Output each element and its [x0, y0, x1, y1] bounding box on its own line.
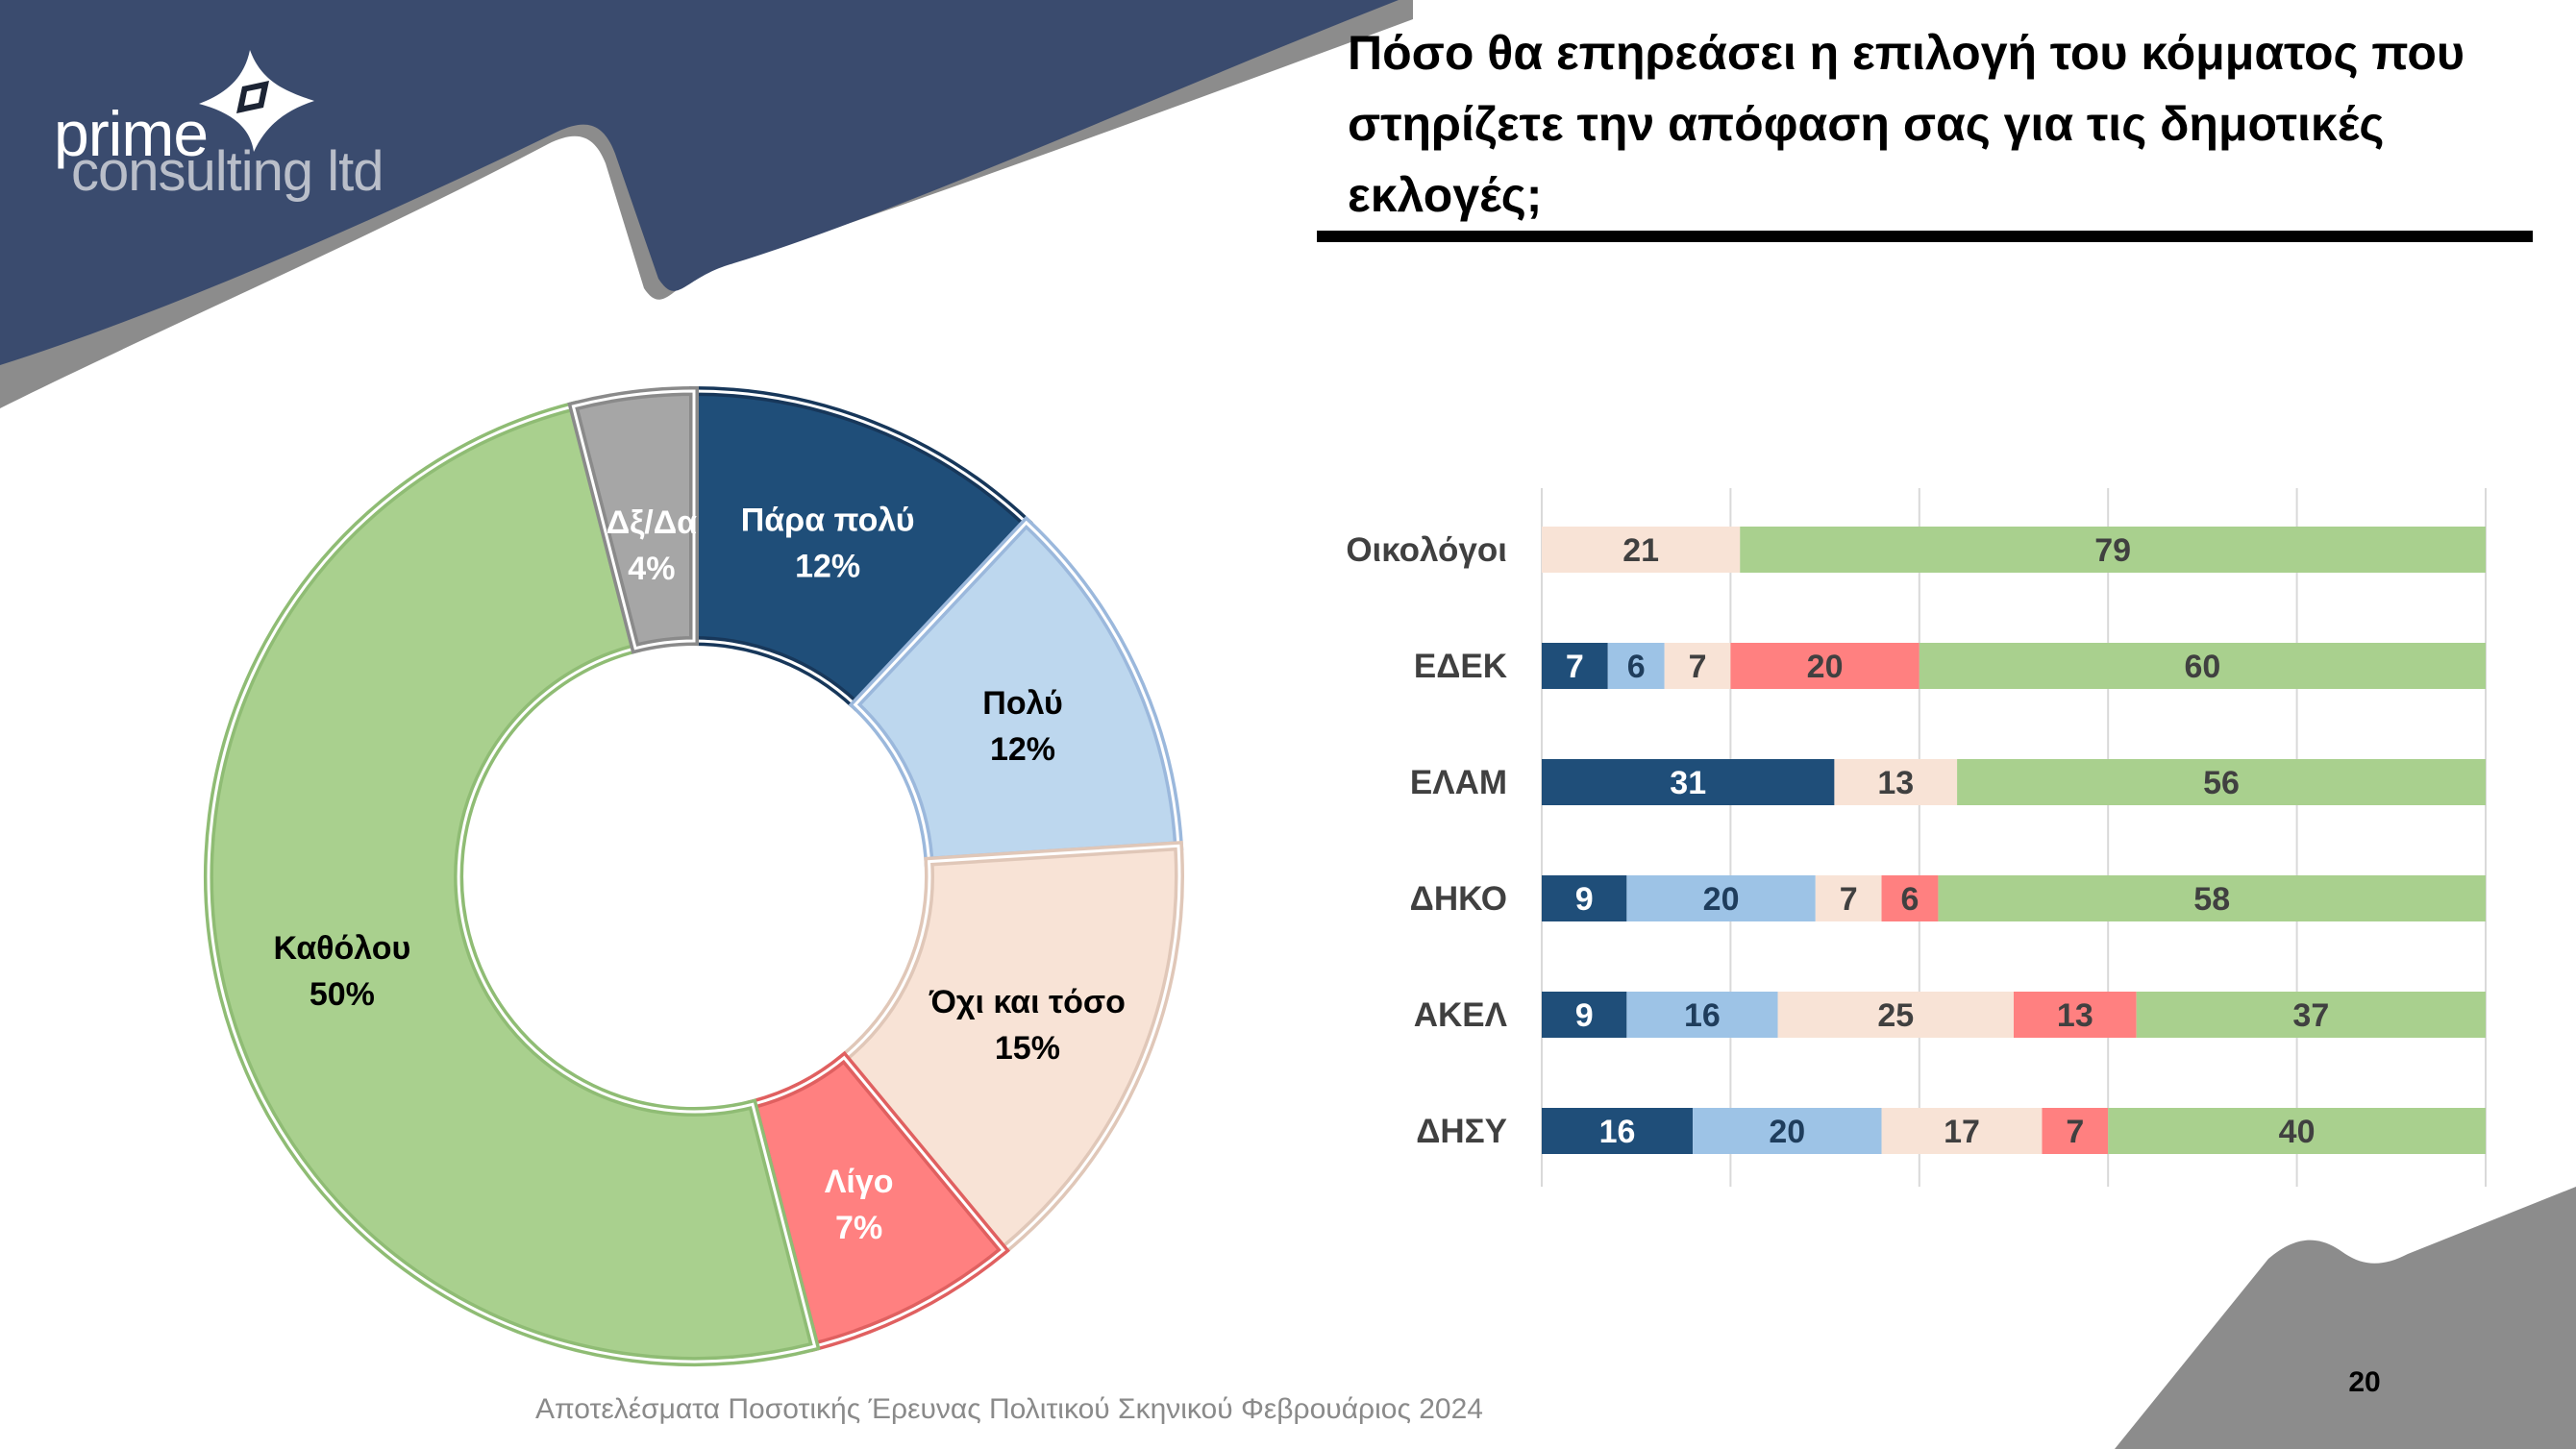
bar-value-label-r3-s3: 13: [1877, 765, 1914, 801]
bar-segment-r5-s3: [1777, 992, 2014, 1038]
bar-segment-r3-s1: [1542, 759, 1835, 805]
footer-gray-shape: [2115, 1187, 2576, 1449]
donut-slice-value-5: 50%: [310, 976, 375, 1013]
donut-slice-label-6: Δξ/Δα: [607, 504, 697, 541]
bar-segment-r1-s5: [1740, 527, 2486, 573]
donut-slice-value-1: 12%: [795, 549, 860, 585]
bar-segment-r6-s4: [2042, 1108, 2109, 1154]
category-label-6: ΔΗΣΥ: [1416, 1113, 1507, 1150]
bar-value-label-r4-s3: 7: [1840, 881, 1858, 918]
bar-value-label-r2-s1: 7: [1566, 649, 1584, 685]
title-underline: [1317, 231, 2533, 242]
bar-value-label-r6-s3: 17: [1944, 1114, 1980, 1150]
bar-segment-r2-s1: [1542, 643, 1608, 689]
bar-value-label-r6-s4: 7: [2066, 1114, 2084, 1150]
bar-segment-r6-s5: [2108, 1108, 2486, 1154]
bar-segment-r4-s1: [1542, 875, 1627, 921]
logo-star-icon: [199, 50, 314, 152]
category-label-3: ΕΛΑΜ: [1410, 764, 1507, 801]
bar-segment-r2-s5: [1919, 643, 2486, 689]
donut-slice-value-4: 7%: [835, 1210, 882, 1246]
logo-text-consulting: consulting ltd: [71, 140, 384, 203]
bar-value-label-r5-s4: 13: [2057, 997, 2093, 1034]
bar-segment-r4-s5: [1938, 875, 2486, 921]
bar-segment-r5-s5: [2136, 992, 2486, 1038]
bar-value-label-r2-s4: 20: [1807, 649, 1844, 685]
bar-value-label-r5-s5: 37: [2292, 997, 2329, 1034]
bar-segment-r5-s1: [1542, 992, 1627, 1038]
donut-slice-value-3: 15%: [995, 1030, 1060, 1067]
page-title: Πόσο θα επηρεάσει η επιλογή του κόμματος…: [1348, 26, 2465, 222]
category-label-4: ΔΗΚΟ: [1410, 880, 1507, 918]
logo-text-prime: prime: [54, 98, 209, 169]
donut-slice-label-5: Καθόλου: [273, 930, 410, 967]
bar-segment-r2-s3: [1664, 643, 1731, 689]
category-label-5: ΑΚΕΛ: [1414, 996, 1508, 1034]
donut-slice-separator-6: [571, 389, 696, 651]
footer-text: Αποτελέσματα Ποσοτικής Έρευνας Πολιτικού…: [534, 1393, 1483, 1425]
donut-slice-label-1: Πάρα πολύ: [741, 503, 915, 539]
bar-segment-r2-s2: [1607, 643, 1665, 689]
bar-value-label-r4-s2: 20: [1703, 881, 1740, 918]
donut-slice-separator-4: [751, 1055, 1006, 1348]
bar-segment-r4-s3: [1815, 875, 1882, 921]
bar-segment-r6-s2: [1693, 1108, 1882, 1154]
bar-value-label-r1-s5: 79: [2094, 532, 2131, 569]
bar-value-label-r1-s3: 21: [1622, 532, 1659, 569]
bar-value-label-r5-s3: 25: [1877, 997, 1914, 1034]
bar-segment-r2-s4: [1730, 643, 1920, 689]
bar-segment-r1-s3: [1542, 527, 1741, 573]
bar-value-label-r5-s2: 16: [1684, 997, 1721, 1034]
donut-slice-label-4: Λίγο: [825, 1164, 894, 1200]
bar-value-label-r3-s5: 56: [2203, 765, 2240, 801]
bar-value-label-r4-s5: 58: [2193, 881, 2230, 918]
page-number: 20: [2348, 1366, 2381, 1398]
bar-value-label-r6-s2: 20: [1769, 1114, 1805, 1150]
bar-value-label-r4-s1: 9: [1575, 881, 1594, 918]
bar-value-label-r5-s1: 9: [1575, 997, 1594, 1034]
bar-segment-r6-s3: [1881, 1108, 2043, 1154]
category-label-2: ΕΔΕΚ: [1414, 648, 1507, 685]
bar-segment-r5-s2: [1626, 992, 1778, 1038]
bar-value-label-r2-s5: 60: [2184, 649, 2220, 685]
bar-segment-r5-s4: [2014, 992, 2137, 1038]
bar-segment-r3-s5: [1957, 759, 2486, 805]
donut-slice-label-2: Πολύ: [982, 685, 1063, 722]
header-navy-shape: [0, 0, 1399, 365]
bar-value-label-r6-s5: 40: [2279, 1114, 2316, 1150]
donut-slice-separator-2: [853, 520, 1180, 864]
bar-segment-r4-s4: [1881, 875, 1939, 921]
donut-slice-label-3: Όχι και τόσο: [929, 984, 1126, 1020]
category-label-1: Οικολόγοι: [1346, 531, 1507, 569]
bar-value-label-r3-s1: 31: [1670, 765, 1706, 801]
bar-segment-r3-s3: [1834, 759, 1958, 805]
bar-value-label-r2-s2: 6: [1627, 649, 1646, 685]
donut-slice-5: [209, 406, 815, 1362]
bar-value-label-r2-s3: 7: [1689, 649, 1707, 685]
donut-slice-separator-1: [692, 389, 1028, 707]
company-logo: prime consulting ltd: [50, 48, 396, 203]
bar-segment-r4-s2: [1626, 875, 1816, 921]
bar-value-label-r4-s4: 6: [1901, 881, 1920, 918]
donut-slice-separator-3: [842, 844, 1181, 1253]
donut-slice-value-6: 4%: [628, 551, 675, 587]
bar-segment-r6-s1: [1542, 1108, 1694, 1154]
bar-value-label-r6-s1: 16: [1599, 1114, 1636, 1150]
donut-slice-value-2: 12%: [990, 731, 1055, 768]
